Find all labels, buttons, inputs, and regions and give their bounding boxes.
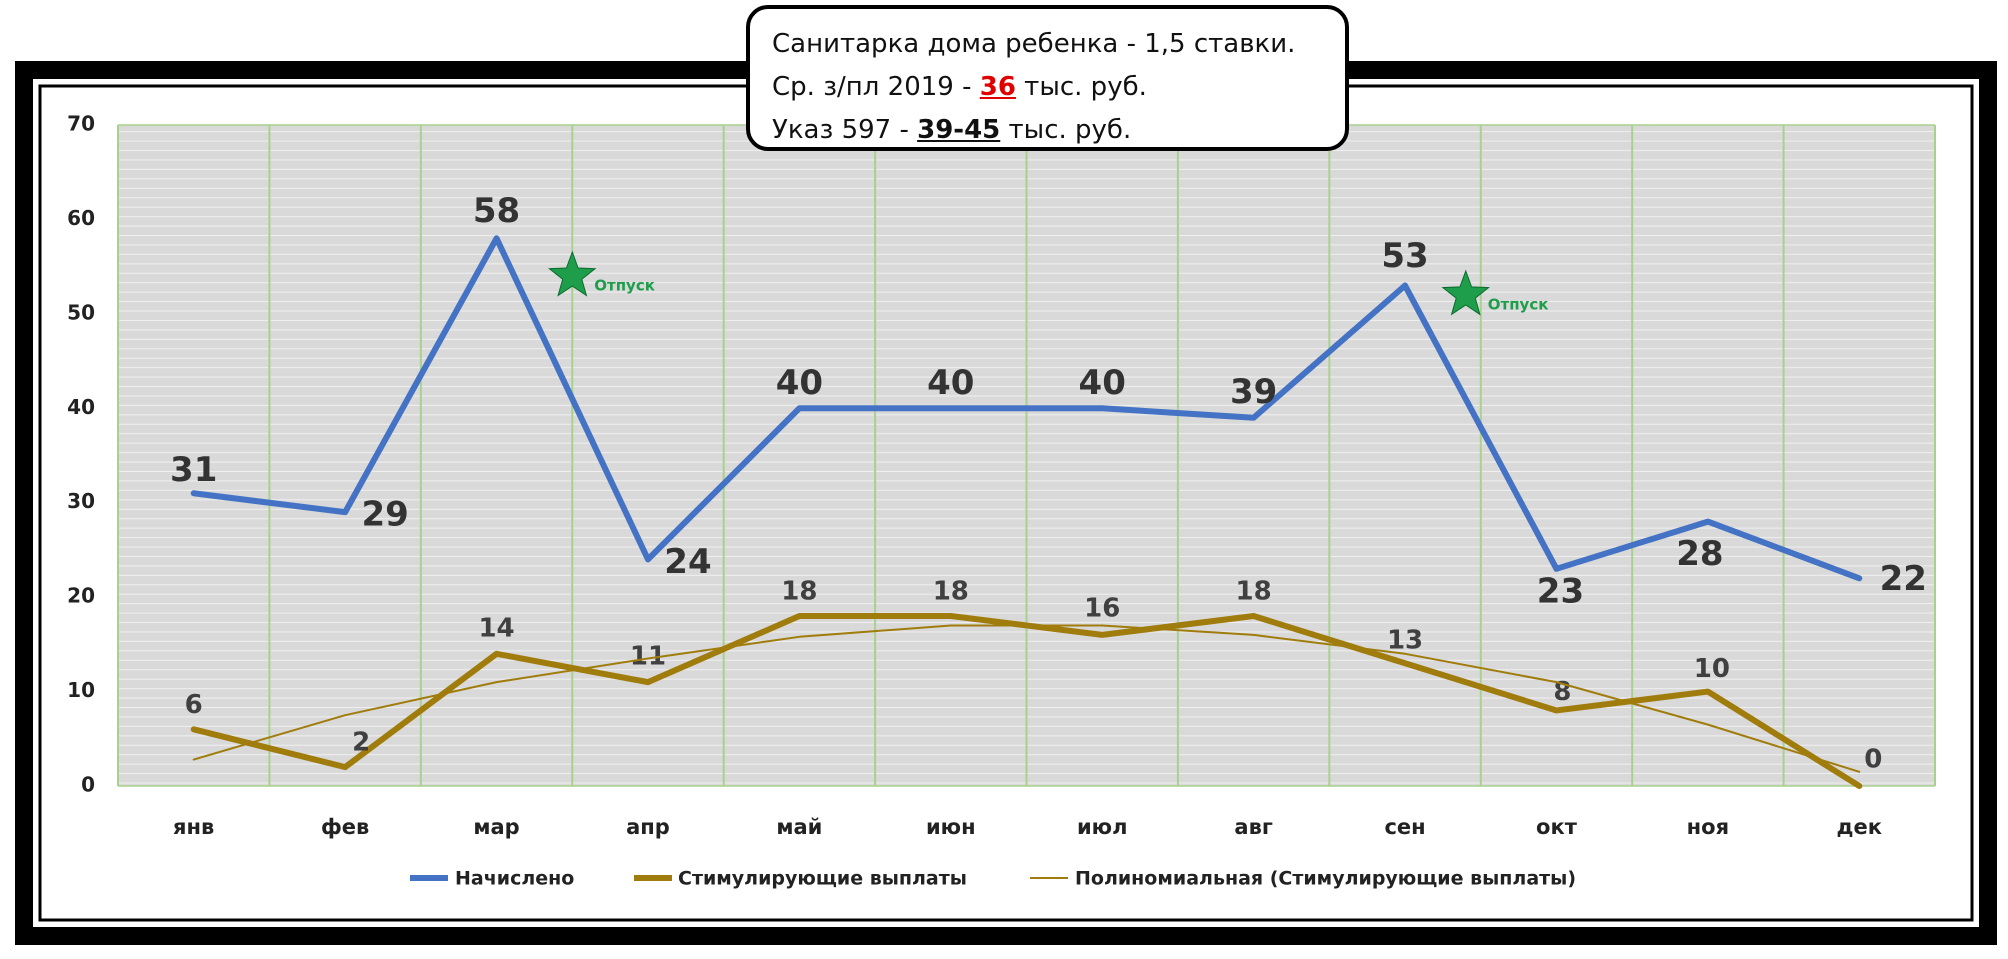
data-label: 40	[1079, 363, 1126, 403]
x-tick-label: сен	[1384, 815, 1425, 839]
data-label: 14	[478, 613, 514, 643]
annotation-box: Санитарка дома ребенка - 1,5 ставки. Ср.…	[746, 5, 1349, 151]
annotation-text: тыс. руб.	[1015, 72, 1147, 102]
x-tick-label: окт	[1536, 815, 1578, 839]
annotation-text: тыс. руб.	[1000, 115, 1132, 145]
y-tick-label: 0	[81, 773, 95, 797]
data-label: 29	[361, 495, 408, 535]
data-label: 2	[352, 728, 370, 758]
data-label: 28	[1676, 534, 1723, 574]
data-label: 31	[170, 450, 217, 490]
data-label: 18	[1236, 577, 1272, 607]
legend-label: Стимулирующие выплаты	[678, 868, 967, 890]
y-tick-label: 50	[67, 300, 95, 324]
data-label: 40	[776, 363, 823, 403]
annotation-line: Санитарка дома ребенка - 1,5 ставки.	[772, 29, 1296, 59]
annotation-line: Указ 597 - 39-45 тыс. руб.	[772, 109, 1345, 152]
x-tick-label: авг	[1234, 815, 1272, 839]
trendline	[192, 624, 1861, 773]
marker-label: Отпуск	[1488, 295, 1549, 313]
x-tick-label: фев	[321, 815, 369, 839]
marker-label: Отпуск	[594, 277, 655, 295]
legend-label: Начислено	[455, 868, 574, 890]
data-label: 18	[781, 577, 817, 607]
star-marker	[548, 250, 597, 297]
x-tick-label: ноя	[1687, 815, 1729, 839]
annotation-highlight: 36	[979, 72, 1016, 102]
data-label: 6	[185, 690, 203, 720]
y-tick-label: 40	[67, 395, 95, 419]
data-label: 18	[933, 577, 969, 607]
annotation-text: Указ 597 -	[772, 115, 918, 145]
star-marker	[1441, 269, 1490, 316]
data-label: 10	[1694, 654, 1730, 684]
x-tick-label: май	[776, 815, 822, 839]
data-label: 22	[1880, 559, 1927, 599]
data-label: 58	[473, 191, 520, 231]
data-label: 40	[927, 363, 974, 403]
data-label: 24	[664, 542, 711, 582]
y-tick-label: 60	[67, 206, 95, 230]
y-tick-label: 70	[67, 112, 95, 136]
y-tick-label: 20	[67, 584, 95, 608]
x-tick-label: янв	[173, 815, 214, 839]
y-tick-label: 30	[67, 489, 95, 513]
data-label: 0	[1864, 745, 1882, 775]
x-tick-label: дек	[1837, 815, 1882, 839]
annotation-line: Ср. з/пл 2019 - 36 тыс. руб.	[772, 66, 1345, 109]
x-tick-label: мар	[473, 815, 519, 839]
x-tick-label: апр	[626, 815, 670, 839]
x-tick-label: июн	[926, 815, 976, 839]
data-label: 13	[1387, 626, 1423, 656]
data-label: 39	[1230, 372, 1277, 412]
data-label: 16	[1084, 593, 1120, 623]
data-label: 23	[1537, 571, 1584, 611]
y-tick-label: 10	[67, 678, 95, 702]
line	[190, 235, 1863, 582]
annotation-highlight: 39-45	[917, 115, 1001, 145]
x-tick-label: июл	[1077, 815, 1128, 839]
legend-label: Полиномиальная (Стимулирующие выплаты)	[1075, 868, 1576, 890]
data-label: 53	[1381, 236, 1428, 276]
annotation-text: Ср. з/пл 2019 -	[772, 72, 980, 102]
